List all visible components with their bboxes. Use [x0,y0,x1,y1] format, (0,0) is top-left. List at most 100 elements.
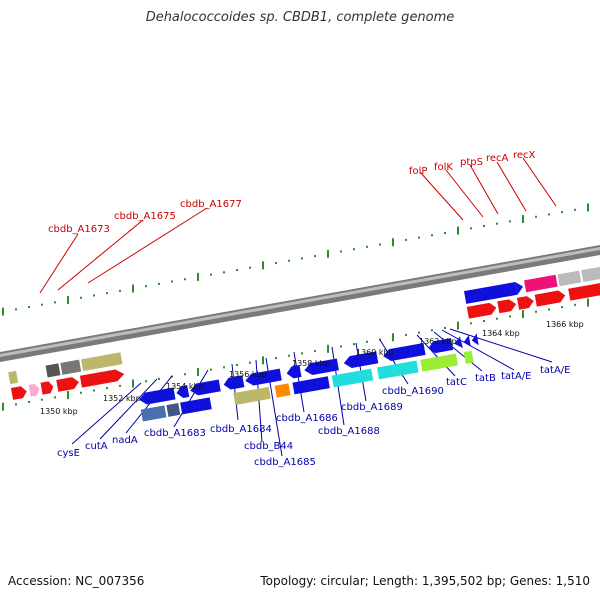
minor-tick [54,396,56,399]
gene-row-top-2 [10,281,600,400]
major-tick [587,298,589,307]
leader-line-bottom [379,339,409,385]
minor-tick [119,289,121,292]
tick-label: 1358 kbp [292,359,330,368]
gene-label[interactable]: cutA [85,441,108,452]
major-tick [2,307,4,316]
gene-label[interactable]: recX [513,150,536,161]
minor-tick [106,292,108,295]
gene-arrow [428,338,454,354]
minor-tick [106,387,108,390]
minor-tick [54,301,56,304]
minor-tick [340,250,342,253]
gene-label[interactable]: cbdb_A1677 [180,199,242,210]
gene-label[interactable]: cbdb_A1684 [210,424,272,435]
major-tick [67,391,69,400]
gene-label[interactable]: recA [486,153,509,164]
minor-tick [405,333,407,336]
gene-block [45,363,61,378]
major-tick [67,296,69,305]
gene-label[interactable]: tatA/E [501,371,532,382]
leader-line-bottom [125,375,173,434]
gene-block [8,370,19,385]
leader-line-bottom [441,329,515,371]
tick-label: 1352 kbp [103,394,141,403]
major-tick [522,215,524,224]
tick-labels: 1350 kbp 1352 kbp 1354 kbp 1356 kbp 1358… [40,320,584,416]
gene-label[interactable]: cbdb_B44 [244,441,293,452]
gene-label[interactable]: tatC [446,377,467,388]
leader-line-top [496,161,527,212]
backbone-highlight [0,247,600,357]
gene-block [557,270,582,287]
gene-label[interactable]: tatB [475,373,496,384]
major-tick [132,284,134,293]
minor-tick [366,245,368,248]
gene-label[interactable]: cbdb_A1690 [382,386,444,397]
gene-label[interactable]: tatA/E [540,365,571,376]
gene-block [140,405,167,422]
minor-tick [301,352,303,355]
gene-arrow [497,299,517,314]
minor-tick [418,331,420,334]
bottom-strand-genes [139,333,479,422]
gene-block [166,402,181,417]
gene-label[interactable]: nadA [112,435,138,446]
leader-line-top [469,164,499,215]
gene-label[interactable]: cbdb_A1683 [144,428,206,439]
gene-block [180,397,212,415]
minor-tick [15,308,17,311]
genome-summary-text: Topology: circular; Length: 1,395,502 bp… [260,574,590,588]
gene-arrow [534,290,566,307]
gene-arrow [245,368,282,386]
minor-tick [249,266,251,269]
gene-arrow [454,336,463,349]
gene-label[interactable]: folP [409,166,427,177]
minor-tick [535,215,537,218]
minor-tick [431,329,433,332]
minor-tick [418,236,420,239]
gene-label[interactable]: cbdb_A1673 [48,224,110,235]
minor-tick [444,231,446,234]
minor-tick [93,389,95,392]
major-tick [392,333,394,342]
leader-line-top [57,219,144,291]
minor-tick [431,234,433,237]
bottom-gene-labels: cysE cutA nadA cbdb_A1683 cbdb_A1684 cbd… [57,365,571,468]
minor-tick [275,357,277,360]
minor-tick [93,294,95,297]
tick-label: 1364 kbp [482,329,520,338]
minor-tick [288,354,290,357]
leader-line-top [445,169,484,218]
minor-tick [158,282,160,285]
gene-label[interactable]: cbdb_A1688 [318,426,380,437]
gene-label[interactable]: cysE [57,448,80,459]
minor-tick [236,268,238,271]
minor-tick [288,259,290,262]
gene-arrow [40,381,54,395]
gene-label[interactable]: cbdb_A1686 [276,413,338,424]
minor-tick [366,340,368,343]
top-gene-labels: cbdb_A1673 cbdb_A1675 cbdb_A1677 folP fo… [48,150,536,235]
minor-tick [561,306,563,309]
gene-row-bottom-2 [140,350,474,422]
minor-tick [275,262,277,265]
gene-label[interactable]: cbdb_A1675 [114,211,176,222]
major-tick [327,344,329,353]
minor-tick [145,380,147,383]
minor-tick [28,306,30,309]
gene-label[interactable]: cbdb_A1689 [341,402,403,413]
gene-label[interactable]: folK [434,162,453,173]
minor-tick [28,401,30,404]
minor-tick [145,285,147,288]
gene-arrow [56,377,79,392]
gene-arrow [568,281,600,301]
minor-tick [470,322,472,325]
gene-arrow [10,386,27,400]
gene-label[interactable]: cbdb_A1685 [254,457,316,468]
major-tick [2,402,4,411]
gene-block [463,350,474,364]
map-title: Dehalococcoides sp. CBDB1, complete geno… [145,10,455,25]
gene-label[interactable]: ptpS [460,157,483,168]
